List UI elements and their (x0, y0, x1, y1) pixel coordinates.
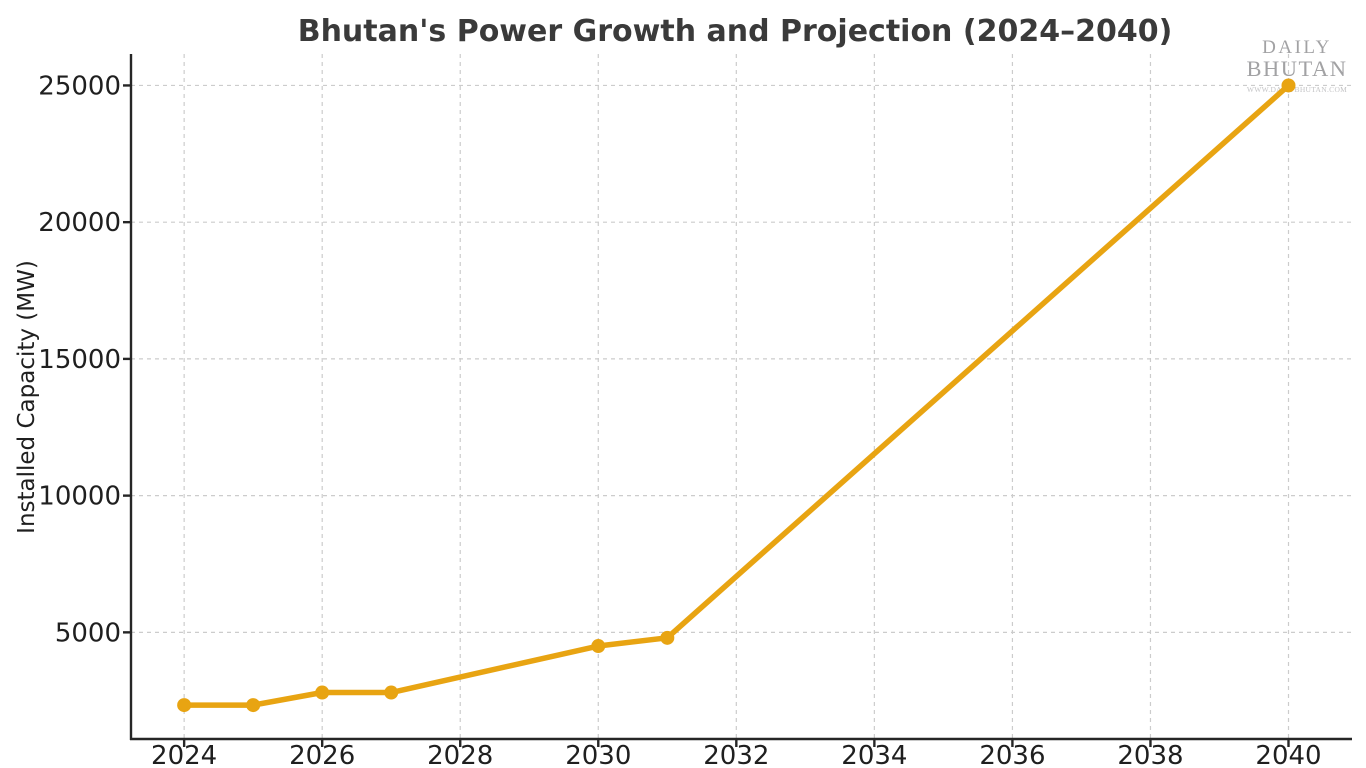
x-tick-label: 2034 (841, 741, 907, 768)
y-tick-label: 15000 (38, 345, 121, 375)
data-point-marker (246, 698, 261, 713)
gridlines (131, 54, 1352, 739)
data-point-marker (315, 685, 330, 700)
y-tick-label: 10000 (38, 482, 121, 512)
watermark-daily: DAILY (1262, 37, 1332, 58)
chart-title: Bhutan's Power Growth and Projection (20… (298, 14, 1173, 49)
watermark: DAILY BHUTAN WWW.DAILYBHUTAN.COM (1247, 37, 1348, 94)
data-point-marker (660, 630, 675, 645)
x-tick-label: 2030 (565, 741, 631, 768)
x-tick-label: 2036 (979, 741, 1045, 768)
capacity-line-series (177, 78, 1296, 713)
x-tick-label: 2026 (289, 741, 355, 768)
watermark-bhutan: BHUTAN (1247, 56, 1348, 81)
y-tick-label: 5000 (55, 618, 121, 648)
x-tick-label: 2028 (427, 741, 493, 768)
data-point-marker (1281, 78, 1296, 93)
y-axis-label: Installed Capacity (MW) (14, 260, 40, 534)
x-tick-label: 2032 (703, 741, 769, 768)
data-point-marker (177, 698, 192, 713)
x-tick-label: 2024 (151, 741, 217, 768)
y-tick-label: 25000 (38, 71, 121, 101)
x-tick-label: 2040 (1255, 741, 1321, 768)
watermark-url: WWW.DAILYBHUTAN.COM (1247, 85, 1347, 94)
data-point-marker (591, 639, 606, 654)
x-tick-label: 2038 (1117, 741, 1183, 768)
y-tick-label: 20000 (38, 208, 121, 238)
capacity-line (184, 83, 1291, 708)
data-point-marker (384, 685, 399, 700)
axes: 2024 2026 2028 2030 2032 2034 2036 2038 2040 5000… (38, 54, 1352, 768)
